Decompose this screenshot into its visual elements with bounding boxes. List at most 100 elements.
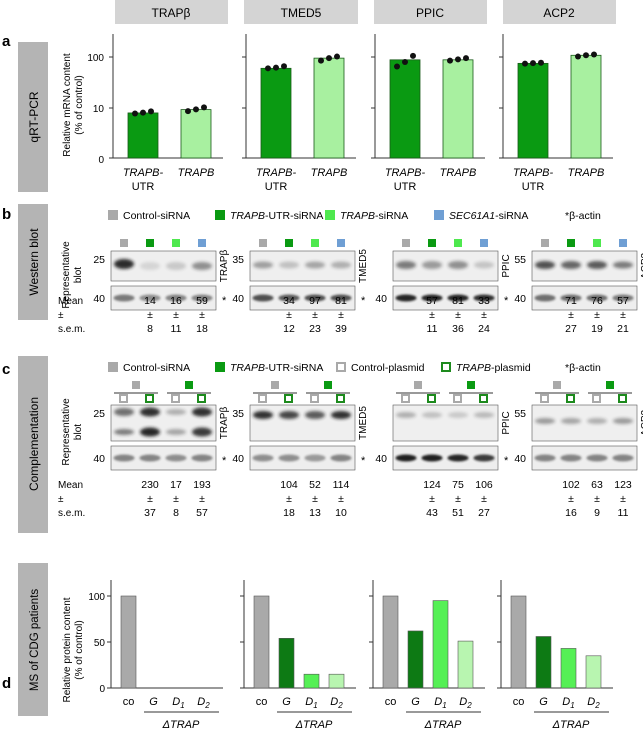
x-tick-subscript: 2 — [204, 701, 210, 710]
x-tick-subscript: 1 — [442, 701, 446, 710]
panel-a: Relative mRNA content (% of control) 100… — [62, 34, 613, 193]
bar — [382, 595, 399, 689]
x-tick-label: co — [256, 696, 268, 708]
panel-c: Control-siRNA TRAPB-UTR-siRNA Control-plas… — [58, 362, 643, 519]
mean-value: 57 — [426, 295, 438, 307]
lane-marker-outline — [427, 394, 436, 403]
bar — [180, 109, 212, 159]
blot-band — [534, 454, 556, 462]
x-tick-label: TRAPB- — [385, 167, 426, 179]
pm-sign: ± — [338, 493, 344, 505]
x-tick-text: D — [562, 696, 570, 708]
data-point — [326, 55, 332, 62]
panel-c-mean-label: Mean — [58, 480, 83, 491]
blot-band — [395, 454, 417, 462]
blot-band — [396, 412, 416, 418]
blot-protein-label: PPIC — [501, 254, 512, 277]
mw-marker: 40 — [93, 293, 105, 305]
mean-value: 52 — [309, 479, 321, 491]
mean-value: 81 — [335, 295, 347, 307]
blot-band — [612, 294, 634, 302]
lane-marker-outline — [119, 394, 128, 403]
bar — [120, 595, 137, 689]
lane-marker — [311, 239, 319, 247]
blot-band — [140, 407, 160, 417]
lane-marker — [402, 239, 410, 247]
x-tick-label-line2: UTR — [394, 181, 417, 193]
x-tick-text: D — [459, 696, 467, 708]
blot-band — [253, 261, 273, 269]
blot-band — [587, 418, 607, 424]
pm-sign: ± — [568, 493, 574, 505]
bar — [260, 67, 292, 159]
x-tick-subscript: 2 — [594, 701, 600, 710]
legend-gene: TRAPB — [230, 362, 265, 374]
legend-swatch — [215, 362, 225, 372]
lane-marker-outline — [171, 394, 180, 403]
panel-d-ytick-50: 50 — [94, 638, 106, 649]
blot-band — [422, 412, 442, 418]
blot-band — [166, 262, 186, 270]
sem-value: 23 — [309, 323, 321, 335]
legend-swatch — [108, 362, 118, 372]
legend-label: SEC61A1-siRNA — [449, 210, 528, 222]
panel-b-sem-label: s.e.m. — [58, 324, 85, 335]
pm-sign: ± — [429, 309, 435, 321]
blot-band — [279, 261, 299, 269]
mean-value: 76 — [591, 295, 603, 307]
blot-band — [395, 294, 417, 302]
blot-band — [165, 454, 187, 462]
side-label-western: Western blot — [27, 228, 41, 296]
data-point — [463, 55, 469, 62]
panel-b-rep-1: Representative — [61, 241, 72, 309]
pm-sign: ± — [312, 309, 318, 321]
mean-value: 16 — [170, 295, 182, 307]
data-point — [402, 58, 408, 65]
mean-value: 124 — [423, 479, 441, 491]
blot-asterisk: * — [504, 455, 509, 467]
bar — [585, 655, 602, 689]
header-tab — [115, 0, 228, 24]
mw-marker: 40 — [93, 453, 105, 465]
x-tick-label: TRAPB- — [256, 167, 297, 179]
lane-marker-outline — [197, 394, 206, 403]
header-ppic: PPIC — [416, 6, 444, 20]
legend-beta-actin: *β-actin — [565, 210, 601, 222]
group-label: ΔTRAP — [552, 719, 590, 731]
mean-value: 104 — [280, 479, 298, 491]
panel-d-ylabel-1: Relative protein content — [62, 597, 73, 702]
mw-marker: 40 — [232, 453, 244, 465]
mw-marker: 25 — [93, 254, 105, 266]
x-tick-label: G — [539, 696, 548, 708]
blot-band — [165, 294, 187, 302]
x-tick-text: co — [513, 696, 525, 708]
blot-band — [448, 412, 468, 418]
lane-marker-outline — [540, 394, 549, 403]
legend-swatch — [336, 362, 346, 372]
legend-suffix: -siRNA — [375, 210, 408, 222]
lane-marker — [324, 381, 332, 389]
blot-band — [586, 454, 608, 462]
bar — [457, 640, 474, 689]
blot-band — [330, 294, 352, 302]
legend-label: Control-siRNA — [123, 362, 190, 374]
blot-band — [114, 429, 134, 435]
legend-text: Control-siRNA — [123, 210, 190, 222]
mw-marker: 40 — [514, 293, 526, 305]
blot-band — [253, 411, 273, 419]
x-tick-text: D — [305, 696, 313, 708]
panel-b-blots: 2540TRAPβ*14±816±1159±183540TMED5*34±129… — [93, 239, 643, 335]
blot-band — [447, 454, 469, 462]
bar — [328, 673, 345, 689]
pm-sign: ± — [568, 309, 574, 321]
sem-value: 39 — [335, 323, 347, 335]
data-point — [455, 56, 461, 63]
x-tick-text: co — [256, 696, 268, 708]
bar — [510, 595, 527, 689]
header-tab — [244, 0, 358, 24]
pm-sign: ± — [594, 309, 600, 321]
legend-suffix: -UTR-siRNA — [265, 210, 323, 222]
x-tick-subscript: 2 — [337, 701, 343, 710]
lane-marker — [414, 381, 422, 389]
mw-marker: 40 — [375, 453, 387, 465]
